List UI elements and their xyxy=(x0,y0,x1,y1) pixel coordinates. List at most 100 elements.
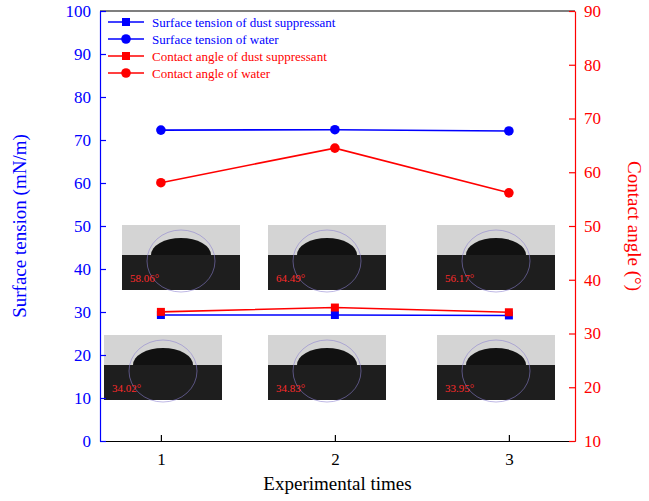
droplet-photo: 64.49° xyxy=(268,225,386,292)
series-line xyxy=(161,148,509,193)
tick: 0 xyxy=(83,432,107,451)
legend-entry: Surface tension of dust suppressant xyxy=(108,15,336,30)
tick-label: 100 xyxy=(66,2,92,21)
series xyxy=(156,143,514,197)
tick: 40 xyxy=(569,271,601,290)
marker xyxy=(331,304,339,312)
tick: 80 xyxy=(74,88,106,107)
tick-mark xyxy=(100,398,106,399)
droplet-photo: 56.17° xyxy=(437,225,555,292)
tick-mark xyxy=(569,226,575,227)
tick-label: 80 xyxy=(74,88,91,107)
photo-droplet xyxy=(151,238,211,255)
tick-mark xyxy=(100,140,106,141)
photo-background xyxy=(437,225,555,290)
photo-droplet xyxy=(297,238,357,255)
tick: 90 xyxy=(74,45,106,64)
photo-substrate xyxy=(122,255,240,290)
photo-background xyxy=(268,335,386,400)
tick-label: 1 xyxy=(157,450,166,469)
tick: 40 xyxy=(74,260,106,279)
tick-mark xyxy=(100,11,106,12)
tick-mark xyxy=(100,97,106,98)
tick-mark xyxy=(100,441,106,442)
tick: 20 xyxy=(569,378,601,397)
photo-droplet xyxy=(466,238,526,255)
data-label: 33.95° xyxy=(445,382,474,394)
legend-label: Surface tension of water xyxy=(152,32,279,47)
x-axis: 123 xyxy=(101,435,576,469)
tick-mark xyxy=(100,355,106,356)
tick: 30 xyxy=(74,303,106,322)
data-label: 64.49° xyxy=(276,272,305,284)
data-label: 34.02° xyxy=(112,382,141,394)
tick-mark xyxy=(569,172,575,173)
tick-label: 10 xyxy=(584,432,601,451)
x-axis-title: Experimental times xyxy=(263,473,411,494)
y2-axis-title: Contact angle (°) xyxy=(623,161,645,291)
tick: 70 xyxy=(74,131,106,150)
legend-label: Contact angle of water xyxy=(152,66,271,81)
photo-substrate xyxy=(104,365,222,400)
chart: 34.02° 34.83° 33.95° 58.06° 64.49° 56.17° 1230… xyxy=(0,0,649,501)
legend-label: Contact angle of dust suppressant xyxy=(152,49,327,64)
data-label: 56.17° xyxy=(445,272,474,284)
tick: 100 xyxy=(66,2,107,21)
marker xyxy=(331,311,339,319)
legend-entry: Contact angle of dust suppressant xyxy=(108,49,327,64)
marker xyxy=(504,126,514,136)
y-axis: 0102030405060708090100 xyxy=(66,2,107,451)
photo-substrate xyxy=(268,365,386,400)
tick: 60 xyxy=(74,174,106,193)
tick-label: 20 xyxy=(584,378,601,397)
photo-substrate xyxy=(437,255,555,290)
tick-label: 70 xyxy=(74,131,91,150)
series xyxy=(157,304,513,317)
tick-mark xyxy=(335,435,336,441)
tick-mark xyxy=(100,269,106,270)
marker xyxy=(505,308,513,316)
droplet-photo: 33.95° xyxy=(437,335,555,402)
series xyxy=(157,311,513,319)
tick-mark xyxy=(100,183,106,184)
tick-mark xyxy=(100,226,106,227)
legend: Surface tension of dust suppressant Surfa… xyxy=(108,15,336,81)
tick: 50 xyxy=(569,217,601,236)
droplet-photo: 34.83° xyxy=(268,335,386,402)
legend-label: Surface tension of dust suppressant xyxy=(152,15,336,30)
photo-droplet xyxy=(297,348,357,365)
photo-background xyxy=(437,335,555,400)
photo-droplet xyxy=(133,348,193,365)
tick-label: 3 xyxy=(505,450,514,469)
tick-mark xyxy=(100,54,106,55)
photo-background xyxy=(268,225,386,290)
tick-mark xyxy=(509,435,510,441)
photo-substrate xyxy=(437,365,555,400)
tick-mark xyxy=(569,118,575,119)
x-axis-line xyxy=(101,441,576,442)
tick-mark xyxy=(100,312,106,313)
data-label: 58.06° xyxy=(130,272,159,284)
photo-substrate xyxy=(268,255,386,290)
marker xyxy=(330,125,340,135)
tick-mark xyxy=(569,280,575,281)
tick-label: 60 xyxy=(584,163,601,182)
droplet-photo: 34.02° xyxy=(104,335,222,402)
y-axis-title: Surface tension (mN/m) xyxy=(9,134,31,318)
tick: 1 xyxy=(157,435,166,469)
tick-label: 30 xyxy=(584,324,601,343)
tick-label: 90 xyxy=(584,2,601,21)
tick: 30 xyxy=(569,324,601,343)
frame-top xyxy=(100,10,575,11)
tick-mark xyxy=(569,441,575,442)
y2-axis: 102030405060708090 xyxy=(569,2,601,451)
tick-label: 30 xyxy=(74,303,91,322)
tick-mark xyxy=(569,387,575,388)
tick-mark xyxy=(569,65,575,66)
tick-label: 80 xyxy=(584,56,601,75)
tick: 10 xyxy=(74,389,106,408)
insets: 34.02° 34.83° 33.95° 58.06° 64.49° 56.17° xyxy=(104,225,555,402)
tick-mark xyxy=(569,11,575,12)
plot-area xyxy=(156,125,514,320)
tick-label: 50 xyxy=(584,217,601,236)
